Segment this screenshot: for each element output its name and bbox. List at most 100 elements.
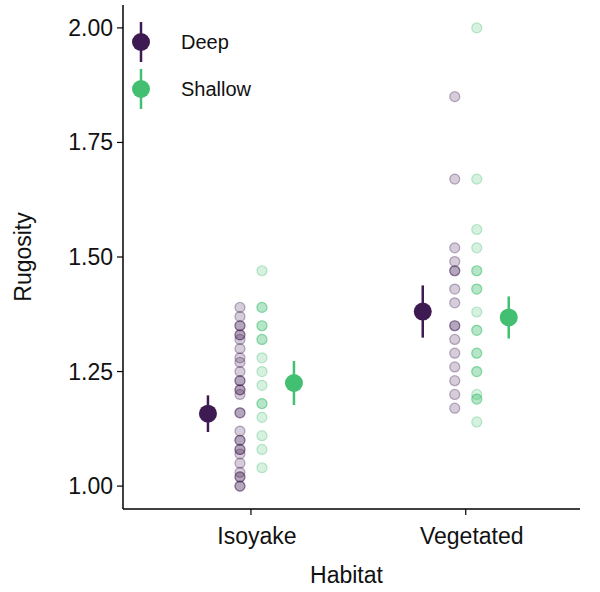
observation [472,243,482,253]
observation [472,325,482,335]
observation [257,399,267,409]
observation [257,444,267,454]
y-tick [117,27,123,28]
observation [257,412,267,422]
legend: Deep Shallow [132,22,252,109]
legend-marker [132,80,150,98]
y-tick-label: 2.00 [68,15,113,41]
observation [257,431,267,441]
observation [257,321,267,331]
observation [235,408,245,418]
observation [235,344,245,354]
observation [257,334,267,344]
observation [450,284,460,294]
observation [235,376,245,386]
observation [472,417,482,427]
observation [472,389,482,399]
observation [235,353,245,363]
observation [235,481,245,491]
y-tick-label: 1.25 [68,359,113,385]
mean-point [285,374,303,392]
observation [450,257,460,267]
x-axis-line [123,508,580,510]
observation [450,389,460,399]
y-tick [117,142,123,143]
y-tick-label: 1.00 [68,473,113,499]
observation [472,367,482,377]
x-axis-title: Habitat [310,562,383,588]
observation [235,321,245,331]
mean-point [414,303,432,321]
observation [235,367,245,377]
observation [235,385,245,395]
mean-point [199,405,217,423]
x-tick-label: Vegetated [420,523,524,549]
observation [235,312,245,322]
legend-label: Deep [181,31,229,53]
observation [257,266,267,276]
observation [450,321,460,331]
observation [235,385,245,395]
observation [235,376,245,386]
observation [235,481,245,491]
observation [472,174,482,184]
observation [472,325,482,335]
observation [472,23,482,33]
observation [450,243,460,253]
observation [472,266,482,276]
y-tick-label: 1.75 [68,129,113,155]
observation [235,435,245,445]
observation [235,302,245,312]
observation [450,266,460,276]
observation [472,266,482,276]
x-tick-label: Isoyake [217,523,296,549]
chart: 1.00 1.25 1.50 1.75 2.00 Isoyake Vegetated Habi… [0,0,600,592]
observation [235,435,245,445]
observation [450,403,460,413]
observation [235,321,245,331]
x-tick [250,509,251,515]
observation [450,334,460,344]
legend-marker [132,33,150,51]
observation [472,284,482,294]
observation [450,298,460,308]
observation [235,444,245,454]
y-axis-title: Rugosity [10,212,36,302]
observation [257,302,267,312]
observation [235,458,245,468]
observation [450,266,460,276]
observation [235,426,245,436]
observation [235,444,245,454]
observation [235,467,245,477]
legend-label: Shallow [181,78,252,100]
mean-point [500,308,518,326]
observation [257,321,267,331]
observation [450,321,460,331]
y-tick [117,485,123,486]
observation [257,334,267,344]
observation [472,367,482,377]
observation [450,348,460,358]
observation [472,307,482,317]
observation [450,92,460,102]
observation [450,174,460,184]
observation [235,330,245,340]
y-tick [117,371,123,372]
y-tick-label: 1.50 [68,244,113,270]
observation [257,380,267,390]
observation [472,225,482,235]
y-tick [117,256,123,257]
observation [257,463,267,473]
observation [235,408,245,418]
observation [472,348,482,358]
observation [450,376,460,386]
x-tick [465,509,466,515]
observation [257,353,267,363]
observation [257,367,267,377]
observation [257,302,267,312]
observation [257,399,267,409]
observation [472,284,482,294]
observation [472,348,482,358]
observation [450,362,460,372]
observation [235,330,245,340]
